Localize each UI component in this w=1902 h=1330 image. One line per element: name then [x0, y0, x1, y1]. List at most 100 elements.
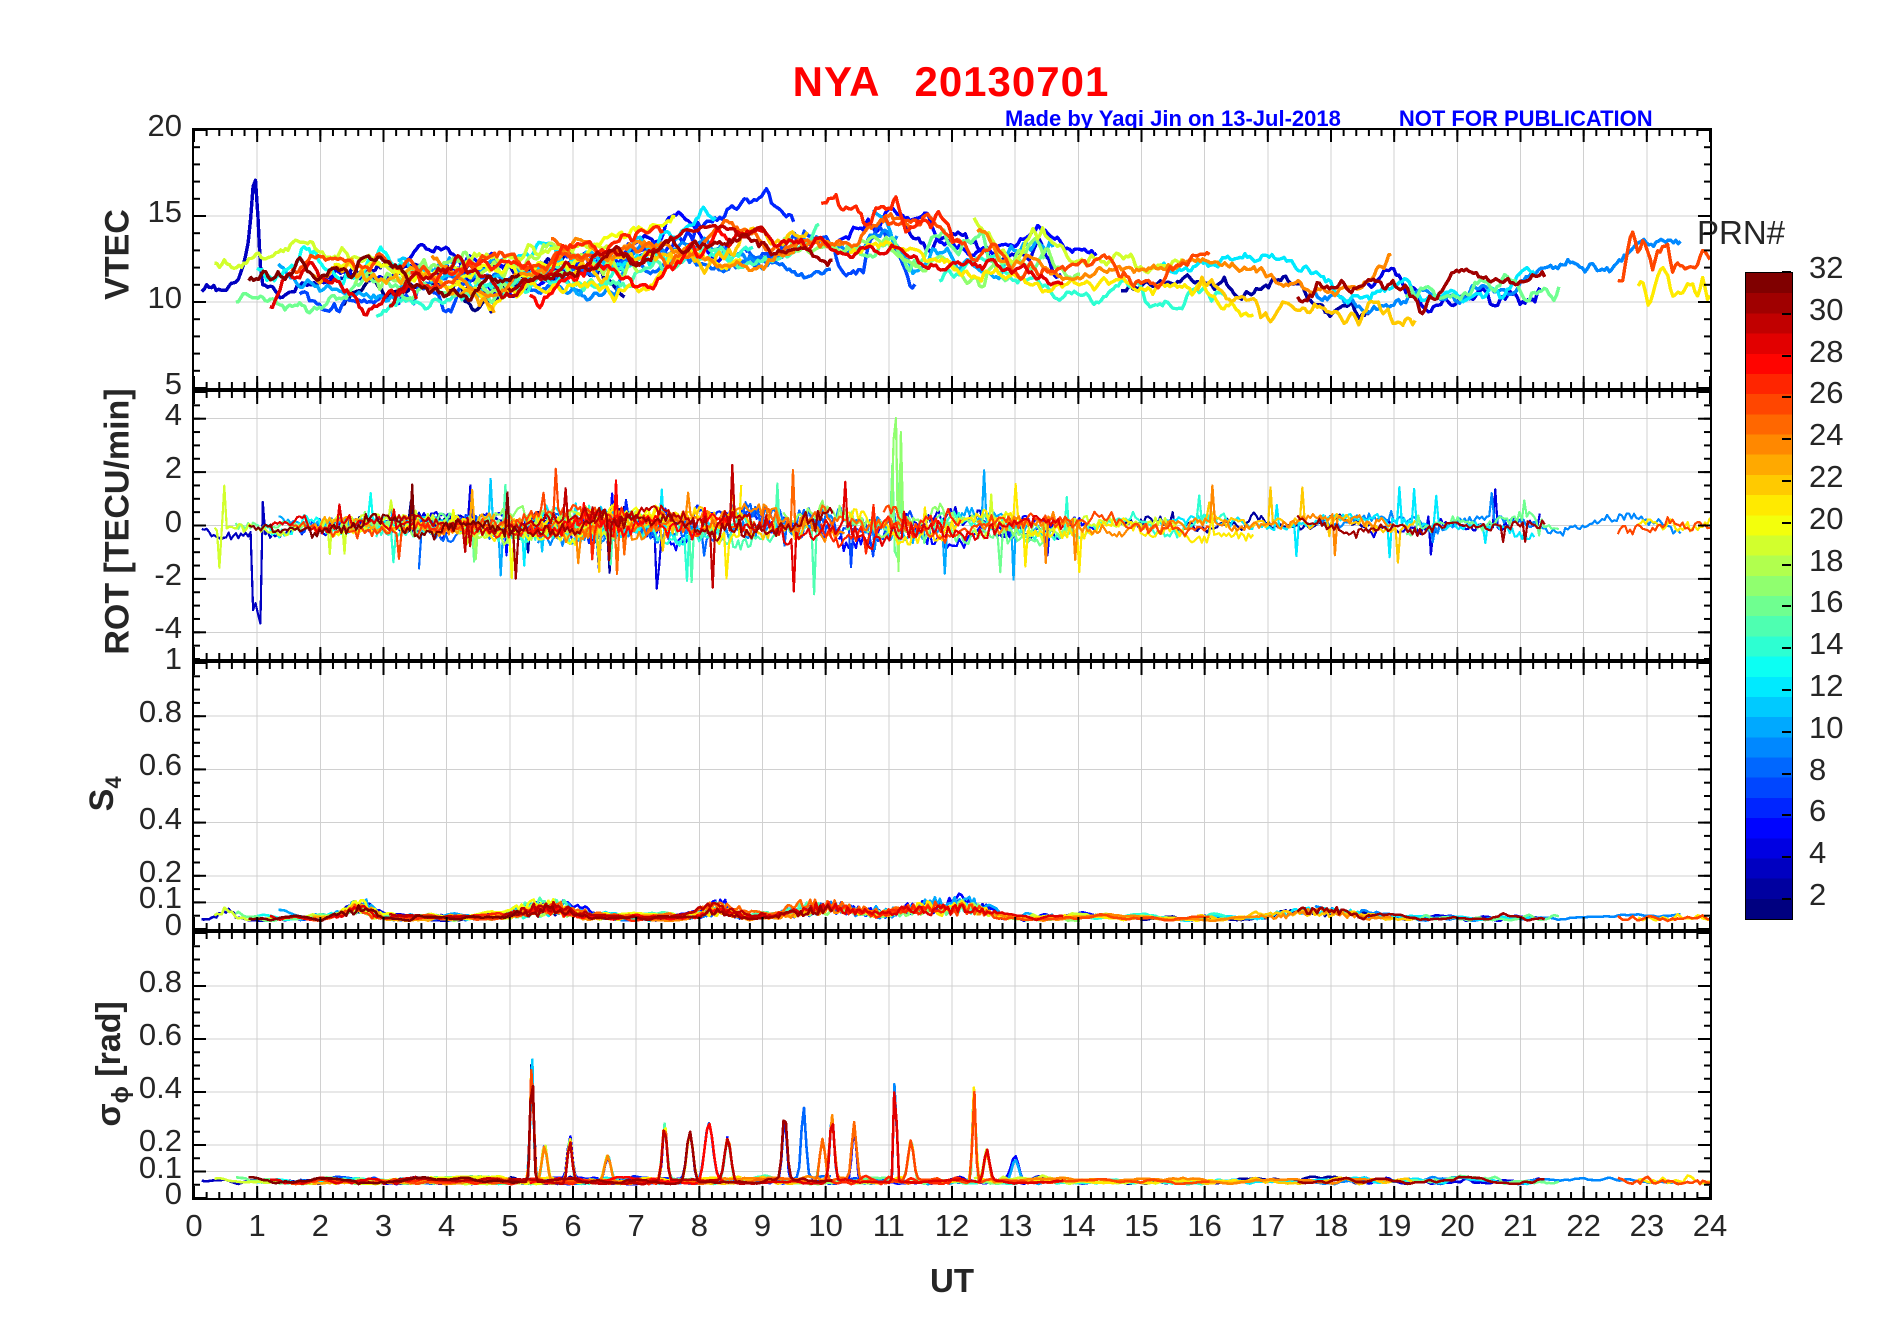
colorbar-tick-10: 10: [1809, 709, 1844, 745]
y-axis-label-rot-text: ROT [TECU/min]: [98, 387, 137, 655]
ytick-s4-0: 1: [164, 641, 182, 676]
colorbar-tick-26: 26: [1809, 375, 1844, 411]
x-tick-15: 15: [1124, 1208, 1159, 1243]
colorbar-tick-mark-26: [1782, 396, 1791, 399]
y-axis-label-vtec-text: VTEC: [98, 209, 137, 300]
x-tick-8: 8: [690, 1208, 708, 1243]
colorbar-tick-12: 12: [1809, 668, 1844, 704]
colorbar-tick-mark-12: [1782, 689, 1791, 692]
x-tick-19: 19: [1376, 1208, 1412, 1243]
ytick-s4-2: 0.6: [138, 747, 182, 783]
title-date: 20130701: [914, 58, 1110, 105]
ytick-s4-6: 0: [164, 907, 182, 942]
x-tick-20: 20: [1440, 1208, 1475, 1243]
ytick-sigma-phi-3: 0.4: [138, 1070, 182, 1105]
ytick-vtec-3: 5: [164, 366, 182, 401]
ytick-vtec-1: 15: [147, 194, 182, 229]
ytick-s4-3: 0.4: [138, 800, 182, 836]
colorbar-tick-mark-10: [1782, 730, 1791, 733]
x-tick-17: 17: [1250, 1208, 1286, 1243]
colorbar-tick-14: 14: [1809, 626, 1844, 662]
colorbar-tick-mark-16: [1782, 605, 1791, 608]
y-axis-label-s4: S4: [83, 694, 127, 894]
title-station: NYA: [792, 58, 881, 105]
colorbar-tick-mark-20: [1782, 521, 1791, 524]
colorbar-tick-mark-8: [1782, 772, 1791, 775]
y-axis-label-sigma-phi: σϕ [rad]: [90, 933, 134, 1193]
colorbar-tick-mark-22: [1782, 480, 1791, 483]
x-tick-22: 22: [1566, 1208, 1601, 1243]
ytick-vtec-2: 10: [147, 280, 182, 315]
ytick-sigma-phi-1: 0.8: [138, 964, 182, 999]
colorbar-tick-4: 4: [1809, 835, 1827, 871]
colorbar-tick-mark-4: [1782, 856, 1791, 859]
ytick-rot-4: -2: [154, 556, 182, 592]
x-tick-3: 3: [374, 1208, 393, 1243]
x-tick-21: 21: [1503, 1208, 1538, 1243]
x-tick-9: 9: [753, 1208, 772, 1243]
x-tick-4: 4: [438, 1208, 456, 1243]
x-tick-11: 11: [872, 1208, 905, 1243]
y-axis-label-s4-text: S4: [83, 776, 126, 812]
colorbar-title: PRN#: [1697, 214, 1786, 251]
colorbar-tick-22: 22: [1809, 459, 1844, 495]
plot-subtitle: Made by Yaqi Jin on 13-Jul-2018 NOT FOR P…: [1005, 106, 1765, 132]
colorbar-tick-mark-14: [1782, 647, 1791, 650]
colorbar-tick-mark-30: [1782, 312, 1791, 315]
colorbar-tick-24: 24: [1809, 417, 1844, 453]
x-tick-10: 10: [808, 1208, 843, 1243]
x-tick-13: 13: [997, 1208, 1033, 1243]
ytick-vtec-0: 20: [147, 108, 182, 143]
colorbar-tick-mark-18: [1782, 563, 1791, 566]
x-tick-24: 24: [1692, 1208, 1728, 1243]
x-axis-label: UT: [930, 1262, 974, 1299]
ytick-s4-4: 0.2: [138, 853, 182, 889]
x-tick-2: 2: [311, 1208, 329, 1243]
ytick-sigma-phi-4: 0.2: [138, 1123, 182, 1158]
x-tick-6: 6: [564, 1208, 582, 1243]
x-tick-12: 12: [934, 1208, 970, 1243]
colorbar-tick-20: 20: [1809, 500, 1844, 536]
panel-s4: [192, 661, 1712, 931]
y-axis-label-rot: ROT [TECU/min]: [99, 356, 138, 686]
colorbar-tick-32: 32: [1809, 250, 1844, 285]
x-tick-5: 5: [501, 1208, 519, 1243]
colorbar-tick-mark-6: [1782, 814, 1791, 817]
x-tick-0: 0: [185, 1208, 203, 1243]
y-axis-label-vtec: VTEC: [99, 155, 138, 355]
colorbar-tick-mark-28: [1782, 354, 1791, 357]
x-tick-14: 14: [1061, 1208, 1096, 1243]
subtitle-notice: NOT FOR PUBLICATION: [1398, 106, 1653, 131]
ytick-s4-1: 0.8: [138, 694, 182, 730]
colorbar-tick-mark-2: [1782, 898, 1791, 901]
plot-area-sigma-phi: [194, 933, 1710, 1198]
panel-rot: [192, 390, 1712, 661]
ytick-sigma-phi-5: 0.1: [138, 1149, 182, 1185]
x-tick-16: 16: [1187, 1208, 1222, 1243]
x-tick-18: 18: [1313, 1208, 1349, 1243]
x-tick-23: 23: [1629, 1208, 1665, 1243]
ytick-rot-3: 0: [164, 503, 182, 539]
plot-title: NYA 20130701: [0, 58, 1902, 106]
colorbar-tick-mark-24: [1782, 438, 1791, 441]
y-axis-label-sigma-phi-text: σϕ [rad]: [90, 1000, 133, 1127]
colorbar[interactable]: [1745, 272, 1793, 920]
ytick-s4-5: 0.1: [138, 880, 182, 916]
colorbar-tick-2: 2: [1809, 877, 1827, 913]
colorbar-tick-6: 6: [1809, 793, 1827, 829]
colorbar-tick-28: 28: [1809, 333, 1844, 369]
colorbar-tick-18: 18: [1809, 542, 1844, 578]
colorbar-gradient: [1745, 272, 1793, 920]
subtitle-made-by: Made by Yaqi Jin on 13-Jul-2018: [1005, 106, 1341, 131]
ytick-rot-5: -4: [154, 610, 182, 646]
panel-sigma-phi: [192, 931, 1712, 1200]
plot-area-vtec: [194, 130, 1710, 388]
plot-area-s4: [194, 663, 1710, 929]
colorbar-tick-30: 30: [1809, 291, 1844, 327]
colorbar-tick-16: 16: [1809, 584, 1844, 620]
panel-vtec: [192, 128, 1712, 390]
ytick-sigma-phi-6: 0: [164, 1176, 182, 1211]
plot-area-rot: [194, 392, 1710, 659]
ytick-rot-2: 2: [164, 450, 182, 486]
